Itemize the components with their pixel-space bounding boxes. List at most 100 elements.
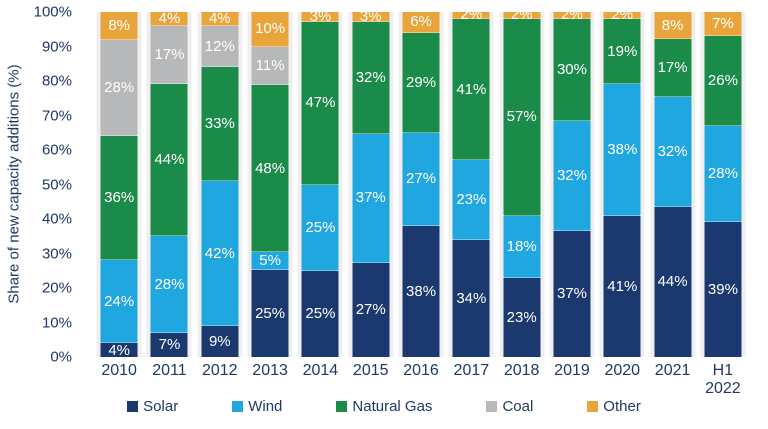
x-axis-label: 2010 xyxy=(101,362,137,379)
legend-item-coal: Coal xyxy=(486,399,533,414)
bar-segment-other: 2% xyxy=(503,7,541,22)
bar-segment-wind: 42% xyxy=(201,181,239,326)
bar-segment-label: 34% xyxy=(456,289,487,307)
chart-column: 25% 5% 48% 11% 10% xyxy=(245,12,295,357)
bar-segment-label: 25% xyxy=(305,305,336,323)
stacked-bar: 41% 38% 19% 2% xyxy=(603,7,641,357)
bar-segment-wind: 37% xyxy=(352,133,390,263)
y-tick-label: 50% xyxy=(41,176,72,193)
bar-segment-solar: 41% xyxy=(603,215,641,357)
bar-segment-label: 8% xyxy=(661,16,684,34)
stacked-bar: 4% 24% 36% 28% 8% xyxy=(100,12,138,358)
bar-segment-solar: 39% xyxy=(704,222,742,357)
bar-segment-natural-gas: 44% xyxy=(150,84,188,237)
chart-column: 23% 18% 57% 2% xyxy=(497,7,547,357)
bar-segment-label: 18% xyxy=(506,237,537,255)
y-axis: 0% 10% 20% 30% 40% 50% 60% 70% 80% 90% 100% xyxy=(0,5,80,365)
chart-column: 4% 24% 36% 28% 8% xyxy=(94,12,144,358)
y-tick-label: 20% xyxy=(41,279,72,297)
bar-segment-label: 44% xyxy=(657,273,688,291)
bar-segment-label: 9% xyxy=(208,332,231,350)
legend-swatch-solar xyxy=(127,401,139,412)
bar-segment-label: 57% xyxy=(506,108,537,126)
chart-column: 39% 28% 26% 7% xyxy=(698,12,748,357)
bar-segment-label: 2% xyxy=(510,6,533,24)
chart-column: 44% 32% 17% 8% xyxy=(647,12,697,357)
bar-segment-solar: 27% xyxy=(352,262,390,357)
bar-segment-label: 28% xyxy=(104,78,135,96)
bar-segment-solar: 34% xyxy=(452,239,490,357)
bar-segment-coal: 17% xyxy=(150,25,188,85)
legend-label: Solar xyxy=(143,398,179,415)
chart-column: 7% 28% 44% 17% 4% xyxy=(144,9,194,357)
chart-column: 41% 38% 19% 2% xyxy=(597,7,647,357)
bar-segment-label: 26% xyxy=(707,72,738,90)
x-axis-label: 2017 xyxy=(453,362,490,379)
x-axis-label: 2013 xyxy=(252,362,288,379)
bar-segment-label: 29% xyxy=(406,73,437,91)
bar-segment-other: 4% xyxy=(150,9,188,27)
bar-segment-natural-gas: 29% xyxy=(402,32,440,133)
bar-segment-label: 4% xyxy=(158,9,181,27)
bar-segment-wind: 5% xyxy=(251,252,289,270)
bar-segment-other: 4% xyxy=(201,11,239,26)
bar-segment-other: 8% xyxy=(100,12,138,40)
x-axis-label: 2014 xyxy=(302,362,339,379)
bar-segment-label: 7% xyxy=(158,336,181,354)
chart-column: 37% 32% 30% 2% xyxy=(547,7,597,357)
bar-segment-label: 38% xyxy=(607,141,638,159)
legend-swatch-other xyxy=(587,401,599,412)
x-axis: 2010 2011 2012 2013 2014 2015 2016 2017 2018 2019… xyxy=(94,362,748,399)
bar-segment-wind: 23% xyxy=(452,160,490,240)
stacked-bar: 27% 37% 32% 3% xyxy=(352,9,390,357)
bar-segment-other: 7% xyxy=(704,12,742,37)
stacked-bar: 38% 27% 29% 6% xyxy=(402,12,440,357)
y-tick-label: 90% xyxy=(41,38,72,55)
stacked-bar: 37% 32% 30% 2% xyxy=(553,7,591,357)
bar-segment-wind: 24% xyxy=(100,260,138,344)
x-axis-label: 2019 xyxy=(554,362,590,379)
stacked-bar: 7% 28% 44% 17% 4% xyxy=(150,9,188,357)
bar-segment-solar: 25% xyxy=(251,269,289,357)
stacked-bar: 25% 5% 48% 11% 10% xyxy=(251,12,289,357)
chart-column: 27% 37% 32% 3% xyxy=(346,9,396,357)
stacked-bar: 39% 28% 26% 7% xyxy=(704,12,742,357)
bar-segment-label: 28% xyxy=(154,275,185,293)
bar-segment-label: 30% xyxy=(556,61,587,79)
bar-segment-label: 44% xyxy=(154,151,185,169)
bar-segment-label: 33% xyxy=(204,115,235,133)
bar-segment-label: 2% xyxy=(561,6,583,24)
bar-segment-other: 3% xyxy=(301,8,339,26)
bar-segment-label: 48% xyxy=(255,159,286,177)
y-tick-label: 10% xyxy=(41,314,72,331)
bar-segment-label: 3% xyxy=(309,8,332,26)
legend-item-natural-gas: Natural Gas xyxy=(336,399,432,414)
chart-column: 38% 27% 29% 6% xyxy=(396,12,446,357)
stacked-bar: 25% 25% 47% 3% xyxy=(301,8,339,357)
bar-segment-coal: 28% xyxy=(100,39,138,137)
legend-label: Wind xyxy=(248,398,283,415)
legend-label: Other xyxy=(603,398,641,415)
bar-segment-label: 25% xyxy=(305,218,336,236)
x-axis-label: H1 2022 xyxy=(705,362,741,398)
bar-segment-natural-gas: 26% xyxy=(704,36,742,126)
bar-segment-wind: 32% xyxy=(654,97,692,207)
bar-segment-label: 11% xyxy=(255,57,285,75)
bar-segment-label: 42% xyxy=(204,244,235,262)
chart-column: 25% 25% 47% 3% xyxy=(295,8,345,357)
stacked-bar: 44% 32% 17% 8% xyxy=(654,12,692,357)
stacked-bar: 9% 42% 33% 12% 4% xyxy=(201,11,239,357)
stacked-bar: 34% 23% 41% 2% xyxy=(452,7,490,357)
bar-segment-solar: 9% xyxy=(201,325,239,357)
bar-segment-label: 23% xyxy=(456,191,487,209)
x-axis-label: 2020 xyxy=(604,362,641,379)
bar-segment-wind: 38% xyxy=(603,84,641,216)
bar-segment-wind: 27% xyxy=(402,132,440,226)
bar-segment-other: 8% xyxy=(654,12,692,40)
legend-swatch-coal xyxy=(486,401,498,412)
bar-segment-solar: 7% xyxy=(150,332,188,357)
y-tick-label: 40% xyxy=(41,210,72,228)
bar-segment-label: 6% xyxy=(410,13,432,31)
bar-segment-natural-gas: 32% xyxy=(352,22,390,134)
x-axis-label: 2021 xyxy=(654,362,691,379)
